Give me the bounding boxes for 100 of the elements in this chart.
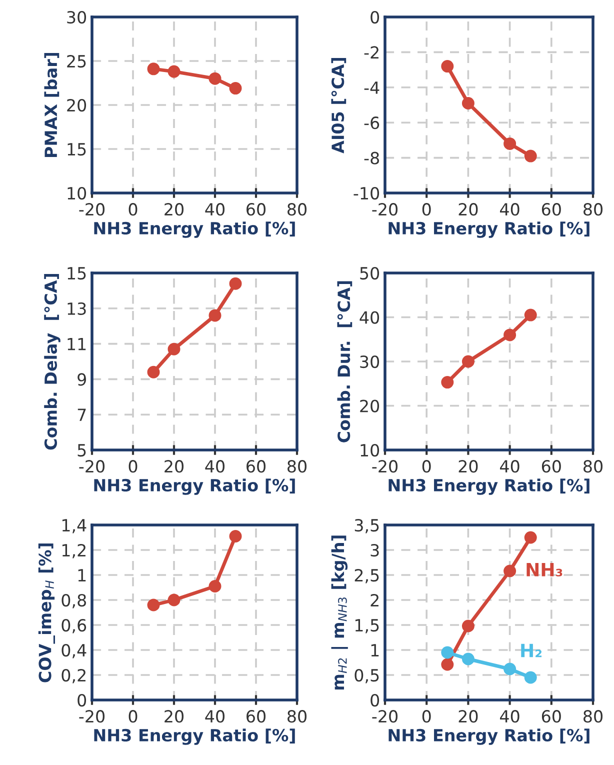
- y-tick-label: 2,5: [354, 568, 379, 584]
- y-tick-label: 0,6: [62, 618, 86, 634]
- point: [168, 594, 180, 606]
- y-tick-label: -2: [364, 46, 378, 59]
- x-tick-label: 80: [288, 710, 306, 723]
- x-tick-label: 0: [422, 710, 431, 723]
- x-tick-label: 60: [246, 460, 266, 473]
- point: [147, 62, 160, 76]
- y-tick-label: 0,8: [62, 594, 86, 608]
- y-tick-label: 3: [370, 544, 379, 557]
- y-tick-label: 0,2: [62, 668, 86, 684]
- y-tick-label: -8: [364, 152, 379, 164]
- point: [229, 82, 242, 95]
- x-tick-label: -20: [79, 203, 105, 216]
- y-axis-title: AI05 [°CA]: [331, 58, 346, 154]
- x-tick-label: 60: [542, 203, 561, 216]
- point: [504, 662, 516, 676]
- x-tick-label: -20: [372, 203, 398, 216]
- point: [504, 137, 516, 150]
- x-tick-label: 20: [164, 460, 184, 473]
- x-tick-label: 40: [500, 710, 520, 723]
- y-tick-label: 1,2: [62, 544, 86, 558]
- y-axis-title: Comb. Delay [°CA]: [44, 274, 60, 450]
- x-tick-label: 40: [205, 460, 224, 473]
- point: [208, 580, 222, 592]
- y-tick-label: 5: [78, 444, 86, 457]
- series-label: NH₃: [526, 563, 562, 576]
- y-axis-title: m$_{H2}$ | m$_{NH3}$ [kg/h]: [331, 536, 348, 690]
- x-tick-label: 60: [246, 710, 266, 723]
- y-tick-label: 1: [78, 569, 86, 582]
- point: [462, 355, 474, 368]
- y-tick-label: 15: [68, 267, 86, 280]
- x-tick-label: 40: [500, 203, 520, 216]
- point: [524, 531, 537, 544]
- x-tick-label: 0: [128, 203, 138, 216]
- y-tick-label: 9: [78, 373, 86, 386]
- y-tick-label: 40: [360, 311, 380, 324]
- point: [229, 277, 242, 290]
- point: [504, 564, 516, 578]
- y-tick-label: -4: [364, 82, 380, 94]
- x-axis-title: NH3 Energy Ratio [%]: [94, 222, 295, 238]
- x-tick-label: 0: [128, 710, 138, 723]
- x-axis-title: NH3 Energy Ratio [%]: [388, 222, 590, 238]
- y-tick-label: 20: [67, 98, 86, 112]
- x-tick-label: 80: [584, 460, 602, 473]
- x-tick-label: 80: [288, 203, 306, 216]
- x-tick-label: 20: [458, 710, 478, 723]
- x-tick-label: -20: [372, 460, 398, 473]
- x-tick-label: -20: [79, 460, 105, 473]
- y-tick-label: 13: [68, 302, 86, 315]
- y-tick-label: 3,5: [354, 518, 379, 534]
- y-tick-label: 0: [370, 694, 380, 707]
- point: [229, 530, 242, 542]
- y-tick-label: 0: [78, 694, 86, 707]
- x-tick-label: 20: [458, 203, 478, 216]
- y-tick-label: 7: [78, 408, 86, 421]
- y-axis-title: PMAX [bar]: [44, 52, 60, 157]
- y-tick-label: 1: [371, 644, 379, 656]
- y-tick-label: 2: [370, 594, 378, 606]
- x-tick-label: 80: [584, 710, 602, 723]
- y-tick-label: 1,4: [62, 519, 86, 534]
- y-tick-label: 0: [370, 10, 380, 24]
- x-tick-label: 60: [246, 203, 266, 216]
- y-tick-label: -10: [354, 186, 380, 200]
- y-axis-title: Comb. Dur. [°CA]: [337, 281, 352, 442]
- point: [504, 328, 516, 342]
- x-tick-label: 0: [422, 203, 431, 216]
- y-tick-label: 0,4: [62, 644, 86, 658]
- y-tick-label: 15: [68, 143, 86, 156]
- x-tick-label: 20: [164, 203, 184, 216]
- point: [462, 96, 474, 110]
- point: [147, 366, 160, 378]
- y-tick-label: 20: [360, 400, 380, 412]
- x-axis-title: NH3 Energy Ratio [%]: [388, 728, 590, 745]
- point: [208, 72, 222, 85]
- x-tick-label: 60: [542, 460, 561, 473]
- point: [168, 342, 180, 356]
- x-tick-label: 0: [422, 460, 431, 473]
- y-tick-label: 30: [360, 355, 380, 368]
- point: [524, 150, 537, 162]
- point: [441, 60, 454, 73]
- y-tick-label: 50: [360, 266, 380, 280]
- y-tick-label: 0,5: [354, 668, 379, 684]
- x-tick-label: 0: [128, 460, 138, 473]
- x-axis-title: NH3 Energy Ratio [%]: [388, 478, 590, 495]
- x-axis-title: NH3 Energy Ratio [%]: [94, 478, 295, 495]
- point: [208, 309, 222, 322]
- x-tick-label: 20: [164, 710, 184, 723]
- y-tick-label: 10: [360, 444, 380, 457]
- x-axis-title: NH3 Energy Ratio [%]: [94, 728, 295, 745]
- y-axis-title: COV_imep$_{H}$ [%]: [38, 543, 56, 682]
- x-tick-label: 80: [584, 203, 602, 216]
- point: [147, 598, 160, 612]
- x-tick-label: 80: [288, 460, 306, 473]
- point: [168, 65, 180, 78]
- y-tick-label: -6: [364, 116, 380, 130]
- x-tick-label: 60: [542, 710, 561, 723]
- point: [441, 658, 454, 671]
- point: [462, 620, 474, 632]
- y-tick-label: 30: [67, 10, 86, 24]
